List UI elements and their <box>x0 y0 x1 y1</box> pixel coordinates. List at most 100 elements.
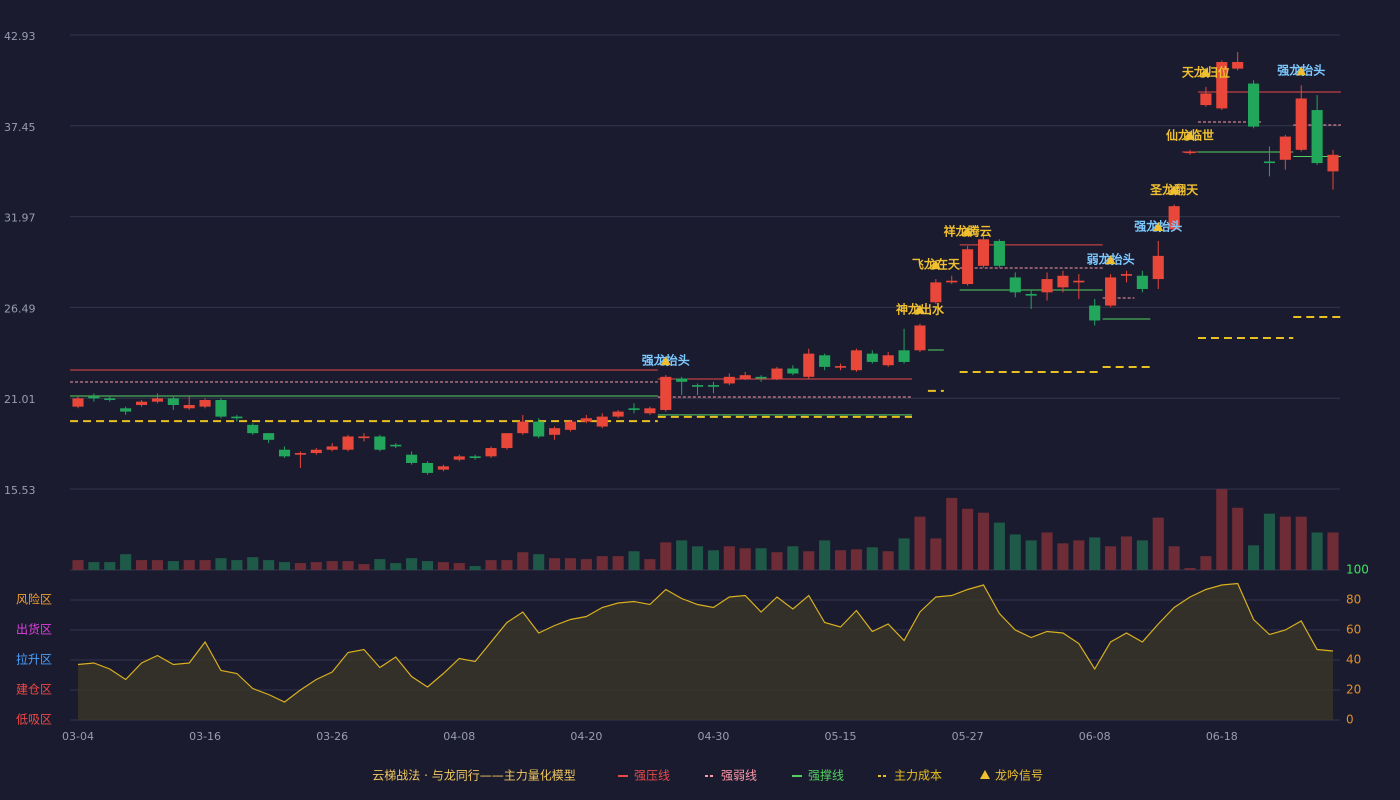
candle-body <box>88 396 100 399</box>
candle-body <box>803 353 815 377</box>
volume-bar <box>199 560 211 570</box>
candle-body <box>358 436 370 439</box>
candle-body <box>771 368 783 379</box>
candle-body <box>755 376 767 379</box>
candle-body <box>1232 62 1244 69</box>
candle-body <box>723 376 735 384</box>
x-tick-label: 05-27 <box>952 730 984 743</box>
volume-bar <box>1089 537 1101 570</box>
candle-body <box>676 378 688 382</box>
volume-bar <box>517 552 529 570</box>
legend-label: 强压线 <box>634 769 670 783</box>
signal-marker <box>1153 221 1164 231</box>
signal-marker <box>1200 67 1211 77</box>
volume-bar <box>1009 534 1021 570</box>
volume-bar <box>930 538 942 570</box>
candle-body <box>1263 161 1276 164</box>
y-tick-label: 42.93 <box>4 30 36 43</box>
x-tick-label: 04-08 <box>443 730 475 743</box>
volume-bar <box>469 566 481 570</box>
volume-bar <box>437 562 449 570</box>
legend-swatch <box>980 770 990 779</box>
candle-body <box>882 355 894 366</box>
volume-bar <box>596 556 608 570</box>
candle-body <box>819 355 831 367</box>
candle-body <box>1248 83 1260 127</box>
volume-bar <box>1327 532 1339 570</box>
volume-bar <box>326 561 338 570</box>
candle-body <box>866 353 878 362</box>
candle-body <box>739 375 751 379</box>
volume-bar <box>501 560 513 570</box>
candle-body <box>215 400 227 417</box>
volume-bar <box>104 562 116 570</box>
volume-bar <box>660 542 672 570</box>
zone-label: 建仓区 <box>16 683 52 697</box>
candle-body <box>962 249 974 285</box>
candle-body <box>660 376 672 410</box>
indicator-line <box>77 582 1334 703</box>
volume-bar <box>263 560 275 570</box>
candle-body <box>1057 275 1069 288</box>
volume-bar <box>1279 516 1291 570</box>
volume-bar <box>850 549 862 570</box>
y2-tick-label: 0 <box>1346 713 1354 727</box>
zone-label: 风险区 <box>16 592 52 607</box>
x-tick-label: 06-08 <box>1079 730 1111 743</box>
volume-bar <box>1152 517 1164 570</box>
x-tick-label: 03-16 <box>189 730 221 743</box>
volume-bar <box>1311 532 1323 570</box>
candle-body <box>533 421 545 437</box>
candle-body <box>1025 293 1037 296</box>
x-tick-label: 04-30 <box>697 730 729 743</box>
volume-bar <box>453 563 465 570</box>
y2-tick-label: 40 <box>1346 653 1361 667</box>
volume-bar <box>342 561 354 570</box>
candle-body <box>199 400 211 407</box>
candle-body <box>406 454 418 463</box>
candle-body <box>1168 206 1180 230</box>
y-tick-label: 15.53 <box>4 484 36 497</box>
volume-bar <box>1184 568 1196 570</box>
volume-bar <box>866 547 878 570</box>
candle-body <box>485 448 497 457</box>
x-tick-label: 03-04 <box>62 730 94 743</box>
y2-tick-label: 20 <box>1346 683 1361 697</box>
candle-body <box>564 421 577 430</box>
candle-body <box>1216 62 1228 109</box>
candle-body <box>120 408 132 412</box>
volume-bar <box>549 558 561 570</box>
volume-bar <box>1025 540 1037 570</box>
candle-body <box>151 398 163 402</box>
candle-body <box>263 433 275 440</box>
x-tick-label: 04-20 <box>570 730 602 743</box>
candle-body <box>898 350 910 362</box>
signal-marker <box>930 260 941 270</box>
volume-bar <box>72 560 84 570</box>
volume-bar <box>803 551 815 570</box>
candle-body <box>850 350 862 371</box>
volume-bar <box>644 559 656 570</box>
candle-body <box>1152 255 1164 280</box>
volume-bar <box>755 548 767 570</box>
candle-body <box>517 421 529 434</box>
candle-body <box>437 466 449 470</box>
candle-body <box>644 408 656 414</box>
signal-marker <box>1169 185 1180 195</box>
candle-body <box>1073 280 1085 283</box>
volume-bar <box>1295 516 1307 570</box>
indicator-area <box>78 583 1333 720</box>
signal-marker <box>1105 255 1116 265</box>
volume-bar <box>707 550 720 570</box>
candle-body <box>977 239 990 266</box>
y-tick-label: 26.49 <box>4 302 36 315</box>
volume-bar <box>135 560 148 570</box>
volume-bar <box>120 554 132 570</box>
volume-bar <box>390 563 402 570</box>
volume-bar <box>151 560 163 570</box>
volume-bar <box>676 540 688 570</box>
candle-body <box>930 282 942 303</box>
candle-body <box>787 368 799 374</box>
candle-body <box>914 325 926 351</box>
